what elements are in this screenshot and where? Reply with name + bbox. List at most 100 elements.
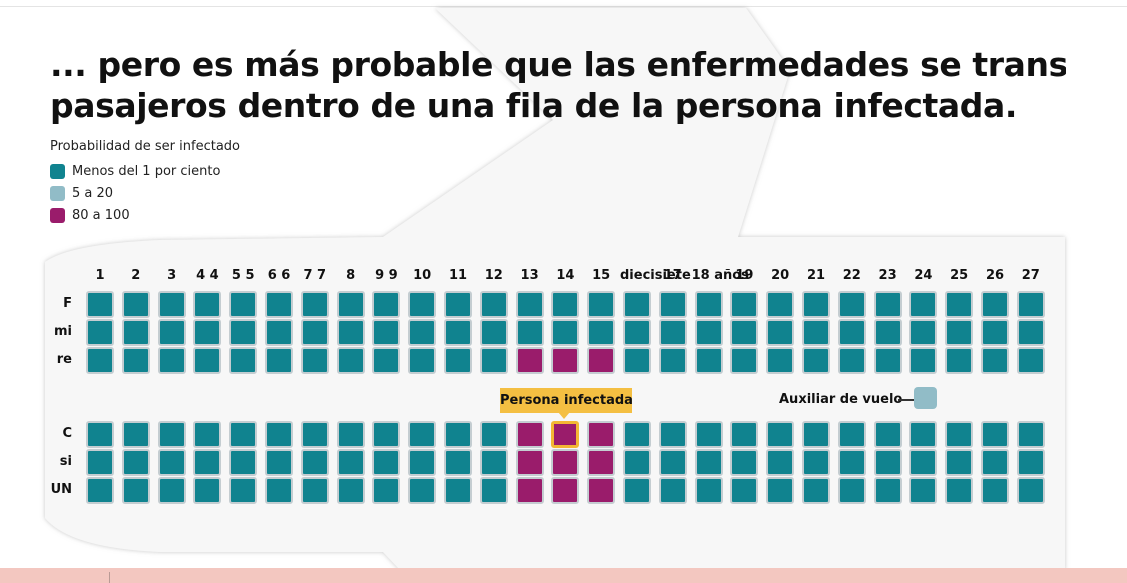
- seat: [694, 477, 723, 504]
- seat: [837, 421, 866, 448]
- seat: [479, 291, 508, 318]
- legend-title: Probabilidad de ser infectado: [50, 139, 241, 154]
- seat: [229, 347, 258, 374]
- seat: [372, 421, 401, 448]
- top-divider: [0, 6, 1127, 7]
- legend-label-high: 80 a 100: [72, 207, 130, 223]
- column-number: 6 6: [267, 268, 291, 283]
- seat: [945, 347, 974, 374]
- seat: [873, 347, 902, 374]
- seat: [658, 319, 687, 346]
- seat: [408, 291, 437, 318]
- column-number: 22: [842, 268, 861, 283]
- seat: [551, 477, 580, 504]
- legend: Probabilidad de ser infectado Menos del …: [50, 138, 240, 226]
- seat: [193, 347, 222, 374]
- column-number: 23: [878, 268, 897, 283]
- legend-item-high: 80 a 100: [50, 204, 240, 226]
- seat: [121, 477, 150, 504]
- flight-attendant-seat: [914, 387, 937, 409]
- seat: [515, 347, 544, 374]
- seat: [193, 449, 222, 476]
- seat: [658, 421, 687, 448]
- seat: [515, 319, 544, 346]
- seat: [694, 319, 723, 346]
- seat: [1016, 449, 1045, 476]
- seat: [837, 291, 866, 318]
- bottom-bar: [0, 568, 1127, 583]
- seat: [300, 291, 329, 318]
- seat: [981, 291, 1009, 318]
- seat: [981, 347, 1009, 374]
- seat: [802, 477, 830, 504]
- seat: [551, 347, 580, 374]
- seat: [587, 347, 616, 374]
- seat: [873, 477, 902, 504]
- seat: [193, 421, 222, 448]
- seat: [121, 347, 150, 374]
- seat: [981, 477, 1009, 504]
- column-number: 4 4: [196, 268, 219, 283]
- seat: [515, 421, 544, 448]
- seat: [444, 449, 472, 476]
- seat: [300, 421, 329, 448]
- seat: [802, 449, 830, 476]
- seat: [121, 449, 150, 476]
- seat: [479, 347, 508, 374]
- callout-pointer: [558, 412, 570, 419]
- seat: [873, 449, 902, 476]
- column-number: 10: [413, 268, 432, 283]
- seat: [336, 319, 365, 346]
- column-number: 19: [735, 268, 754, 283]
- seat: [587, 449, 616, 476]
- seat: [444, 421, 472, 448]
- seat: [837, 347, 866, 374]
- seat: [909, 477, 938, 504]
- seat: [479, 477, 508, 504]
- seat: [515, 449, 544, 476]
- seat: [802, 319, 830, 346]
- flight-attendant-label: Auxiliar de vuelo: [779, 392, 903, 407]
- seat: [265, 477, 293, 504]
- column-number: 17: [663, 268, 682, 283]
- seat: [981, 319, 1009, 346]
- seat: [802, 347, 830, 374]
- seat: [551, 319, 580, 346]
- seat: [86, 449, 114, 476]
- seat: [802, 291, 830, 318]
- seat: [408, 477, 437, 504]
- seat: [873, 421, 902, 448]
- seat: [229, 477, 258, 504]
- legend-label-low: Menos del 1 por ciento: [72, 163, 221, 179]
- seat: [658, 449, 687, 476]
- seat: [1016, 291, 1045, 318]
- infected-person-callout: Persona infectada: [500, 388, 633, 413]
- seat: [336, 421, 365, 448]
- seat: [837, 449, 866, 476]
- seat: [229, 319, 258, 346]
- seat: [193, 319, 222, 346]
- seat: [766, 347, 795, 374]
- seat: [1016, 421, 1045, 448]
- legend-swatch-low: [50, 163, 65, 179]
- seat: [444, 477, 472, 504]
- seat: [265, 421, 293, 448]
- column-number: 18 años: [691, 268, 749, 283]
- seat: [945, 421, 974, 448]
- column-number: 11: [448, 268, 468, 283]
- row-label: UN: [50, 482, 72, 497]
- seat: [157, 291, 186, 318]
- seat: [730, 347, 759, 374]
- title-line-2: pasajeros dentro de una fila de la perso…: [50, 86, 1018, 125]
- seat: [623, 291, 651, 318]
- seat: [444, 347, 472, 374]
- seat: [1016, 319, 1045, 346]
- seat: [515, 291, 544, 318]
- seat: [121, 319, 150, 346]
- seat: [300, 477, 329, 504]
- seat: [945, 319, 974, 346]
- seat: [229, 291, 258, 318]
- seat: [730, 291, 759, 318]
- seat: [551, 449, 580, 476]
- legend-item-mid: 5 a 20: [50, 182, 240, 204]
